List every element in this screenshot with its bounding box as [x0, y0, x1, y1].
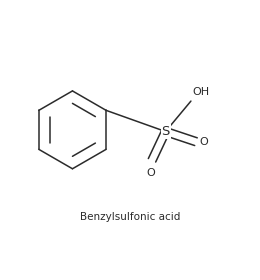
Text: O: O [199, 137, 208, 147]
Text: Benzylsulfonic acid: Benzylsulfonic acid [80, 212, 180, 222]
Text: O: O [146, 168, 155, 178]
Text: OH: OH [193, 87, 210, 97]
Text: S: S [161, 125, 170, 138]
